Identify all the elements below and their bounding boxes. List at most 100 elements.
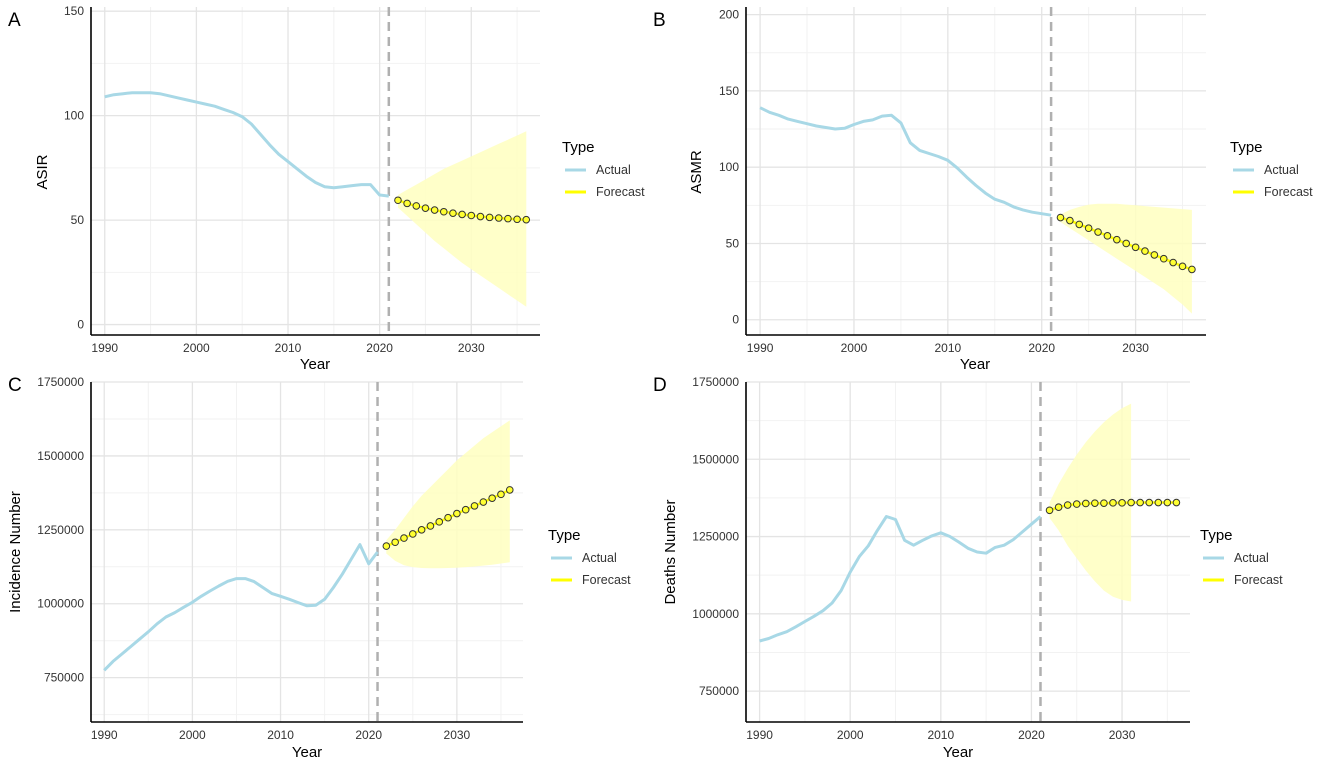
forecast-point [394, 196, 402, 205]
forecast-point [1072, 500, 1081, 508]
forecast-point [1066, 216, 1074, 225]
legend-entry-actual: Actual [596, 163, 631, 177]
y-axis-title: ASIR [34, 154, 51, 189]
forecast-point [1103, 232, 1112, 240]
forecast-point [485, 213, 494, 222]
forecast-point [400, 534, 408, 542]
legend-title: Type [548, 527, 581, 544]
x-tick-label: 2030 [1122, 341, 1149, 355]
y-tick-label: 750000 [699, 684, 739, 698]
forecast-point [412, 202, 421, 210]
forecast-point [1063, 501, 1072, 509]
y-tick-label: 1750000 [37, 375, 84, 389]
forecast-point [1154, 498, 1163, 507]
x-tick-label: 1990 [747, 341, 774, 355]
legend-entry-actual: Actual [582, 551, 617, 565]
panel-label: A [8, 10, 21, 31]
forecast-point [1188, 265, 1196, 274]
forecast-point [458, 210, 466, 219]
forecast-confidence-band [386, 420, 510, 569]
forecast-point [1075, 220, 1084, 229]
chart-panel-b: 1990 2000 2010 2020 2030 0 50 100 150 200 Year ASMR… [653, 7, 1313, 373]
actual-series-line [759, 106, 1052, 217]
forecast-point [1141, 247, 1149, 255]
actual-series-line [104, 91, 389, 198]
legend-entry-actual: Actual [1264, 163, 1299, 177]
y-tick-label: 0 [77, 318, 84, 332]
y-tick-label: 150 [64, 4, 84, 18]
forecast-point [488, 494, 496, 502]
legend-entry-forecast: Forecast [1234, 573, 1283, 587]
forecast-point [1150, 251, 1159, 259]
y-tick-label: 50 [71, 213, 85, 227]
forecast-point [426, 522, 435, 530]
y-tick-label: 100 [719, 160, 739, 174]
y-tick-label: 1500000 [37, 449, 84, 463]
legend-title: Type [562, 139, 595, 156]
x-axis-title: Year [292, 744, 322, 761]
panel-label: C [8, 375, 22, 396]
x-tick-label: 2020 [1028, 341, 1055, 355]
x-tick-label: 1990 [746, 728, 773, 742]
x-tick-label: 2000 [183, 341, 210, 355]
y-tick-label: 50 [726, 236, 740, 250]
x-tick-label: 2020 [355, 728, 382, 742]
y-axis-title: Deaths Number [662, 499, 679, 604]
y-tick-label: 1250000 [37, 523, 84, 537]
forecast-point [494, 214, 503, 222]
forecast-point [1100, 499, 1108, 507]
legend-title: Type [1200, 527, 1233, 544]
forecast-point [504, 214, 512, 223]
x-axis-title: Year [960, 356, 990, 373]
forecast-confidence-band [398, 131, 527, 307]
panel-label: B [653, 10, 666, 31]
y-tick-label: 750000 [44, 671, 84, 685]
x-tick-label: 1990 [91, 341, 118, 355]
forecast-point [1094, 228, 1102, 236]
forecast-point [408, 530, 417, 538]
x-tick-label: 2020 [1018, 728, 1045, 742]
forecast-point [430, 206, 439, 214]
forecast-point [1109, 499, 1117, 507]
forecast-point [1081, 499, 1090, 508]
x-axis-title: Year [943, 744, 973, 761]
x-tick-label: 2030 [458, 341, 485, 355]
forecast-point [479, 498, 488, 506]
legend-entry-forecast: Forecast [582, 573, 631, 587]
forecast-point [403, 199, 411, 208]
y-tick-label: 150 [719, 84, 739, 98]
forecast-point [1091, 499, 1099, 507]
forecast-point [1136, 498, 1144, 507]
forecast-point [1122, 239, 1131, 248]
x-tick-label: 2030 [1109, 728, 1136, 742]
forecast-point [417, 526, 426, 534]
x-tick-label: 2010 [275, 341, 302, 355]
forecast-point [470, 502, 479, 510]
forecast-point [1178, 262, 1187, 271]
legend-entry-forecast: Forecast [596, 185, 645, 199]
forecast-point [1113, 235, 1121, 244]
x-tick-label: 2000 [179, 728, 206, 742]
chart-panel-d: 1990 2000 2010 2020 2030 750000 1000000 1250000… [653, 375, 1283, 761]
y-axis-title: ASMR [688, 150, 705, 194]
chart-panel-c: 1990 2000 2010 2020 2030 750000 1000000 1250000… [7, 375, 631, 761]
forecast-point [1045, 506, 1054, 515]
forecast-point [1127, 498, 1135, 507]
forecast-point [505, 486, 514, 494]
forecast-point [1084, 224, 1093, 233]
legend-title: Type [1230, 139, 1263, 156]
forecast-point [476, 212, 485, 221]
x-axis-title: Year [300, 356, 330, 373]
forecast-point [382, 542, 391, 550]
x-tick-label: 2010 [267, 728, 294, 742]
forecast-point [522, 215, 531, 224]
y-axis-title: Incidence Number [7, 491, 24, 613]
forecast-point [1145, 498, 1154, 507]
x-tick-label: 2010 [927, 728, 954, 742]
forecast-point [1172, 498, 1181, 507]
